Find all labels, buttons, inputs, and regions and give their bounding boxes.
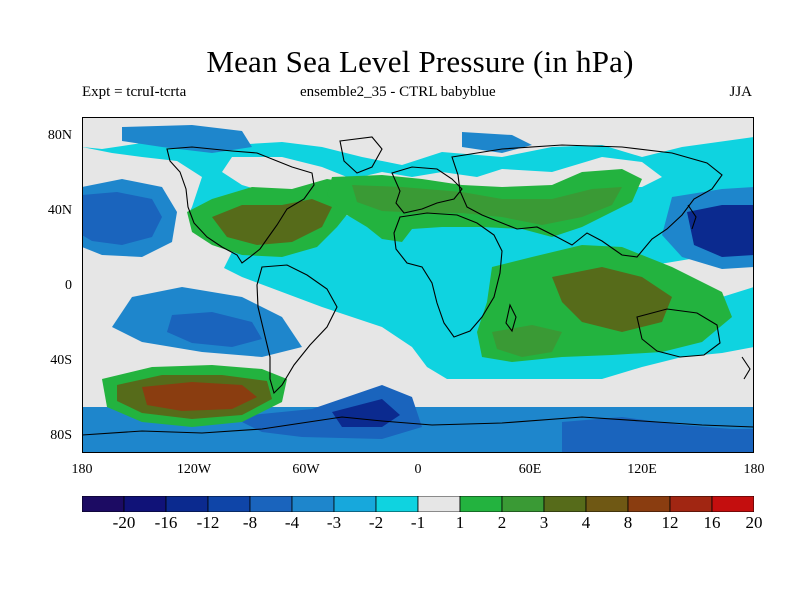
low-region-southern-ocean-east [562,417,754,453]
colorbar-swatch [82,496,125,512]
ensemble-label: ensemble2_35 - CTRL babyblue [300,84,496,100]
colorbar-swatch [333,496,377,512]
colorbar-label: -12 [196,513,220,532]
colorbar-swatch [249,496,293,512]
high-region-north-america-core [212,199,332,245]
coastline-japan [687,204,697,230]
low-region-north-pacific-core [82,192,162,245]
colorbar-label: -3 [326,513,342,532]
lon-label-180w: 180 [71,462,93,477]
colorbar-label: 3 [539,513,549,532]
lon-label-180e: 180 [743,462,765,477]
colorbar-swatch [417,496,461,512]
high-region-south-pacific-core [142,382,257,411]
low-region-south-pacific-core [167,312,262,347]
colorbar-label: -8 [242,513,258,532]
lat-label-40n: 40N [47,203,72,218]
coastline-madagascar [505,303,517,333]
coastline-africa [393,212,503,338]
coastline-south-america [256,264,338,395]
high-region-eurasia-core [352,185,622,225]
lon-label-60w: 60W [292,462,320,477]
coastline-greenland [339,136,383,174]
experiment-label: Expt = tcruI-tcrta [82,84,187,100]
lon-label-60e: 60E [518,462,542,477]
low-region-north-pacific-east-core [687,205,754,257]
colorbar-swatch [459,496,503,512]
colorbar-swatch [711,496,754,512]
low-region-arctic-west [122,125,252,153]
colorbar-label: 20 [745,513,763,532]
colorbar-label: 4 [581,513,591,532]
coastlines [82,136,754,436]
colorbar-label: -4 [284,513,300,532]
colorbar-label: 2 [497,513,507,532]
low-region-southern-ocean-deep [332,399,400,427]
colorbar-swatch [123,496,167,512]
colorbar-swatch [165,496,209,512]
colorbar-swatch [291,496,335,512]
colorbar-swatch [669,496,713,512]
colorbar-swatch [627,496,671,512]
lat-label-40s: 40S [50,353,72,368]
map-frame [82,117,754,453]
season-label: JJA [729,84,752,100]
map-title: Mean Sea Level Pressure (in hPa) [206,44,634,79]
lat-label-80n: 80N [47,128,72,143]
lat-label-0: 0 [65,278,72,293]
colorbar-label: -16 [154,513,178,532]
colorbar-label: 8 [623,513,633,532]
colorbar-swatch [585,496,629,512]
lat-label-80s: 80S [50,428,72,443]
coastline-new-zealand [741,356,751,380]
colorbar-swatch [375,496,419,512]
lon-label-120e: 120E [627,462,657,477]
colorbar [82,496,754,512]
coastline-australia [636,308,721,358]
lon-label-120w: 120W [176,462,212,477]
colorbar-swatch [543,496,587,512]
colorbar-label: 16 [703,513,721,532]
pressure-anomaly-map [82,117,754,453]
colorbar-label: -1 [410,513,426,532]
coastline-europe [391,166,463,214]
colorbar-label: -2 [368,513,384,532]
high-region-south-atlantic [492,325,562,357]
coastline-asia [451,144,723,258]
lon-label-0: 0 [414,462,422,477]
neutral-region-arctic [82,117,754,165]
colorbar-label: 1 [455,513,465,532]
colorbar-swatch [207,496,251,512]
colorbar-label: 12 [661,513,679,532]
coastline-antarctica [82,416,754,436]
coastline-north-america [166,146,315,264]
colorbar-label: -20 [112,513,136,532]
colorbar-swatch [501,496,545,512]
